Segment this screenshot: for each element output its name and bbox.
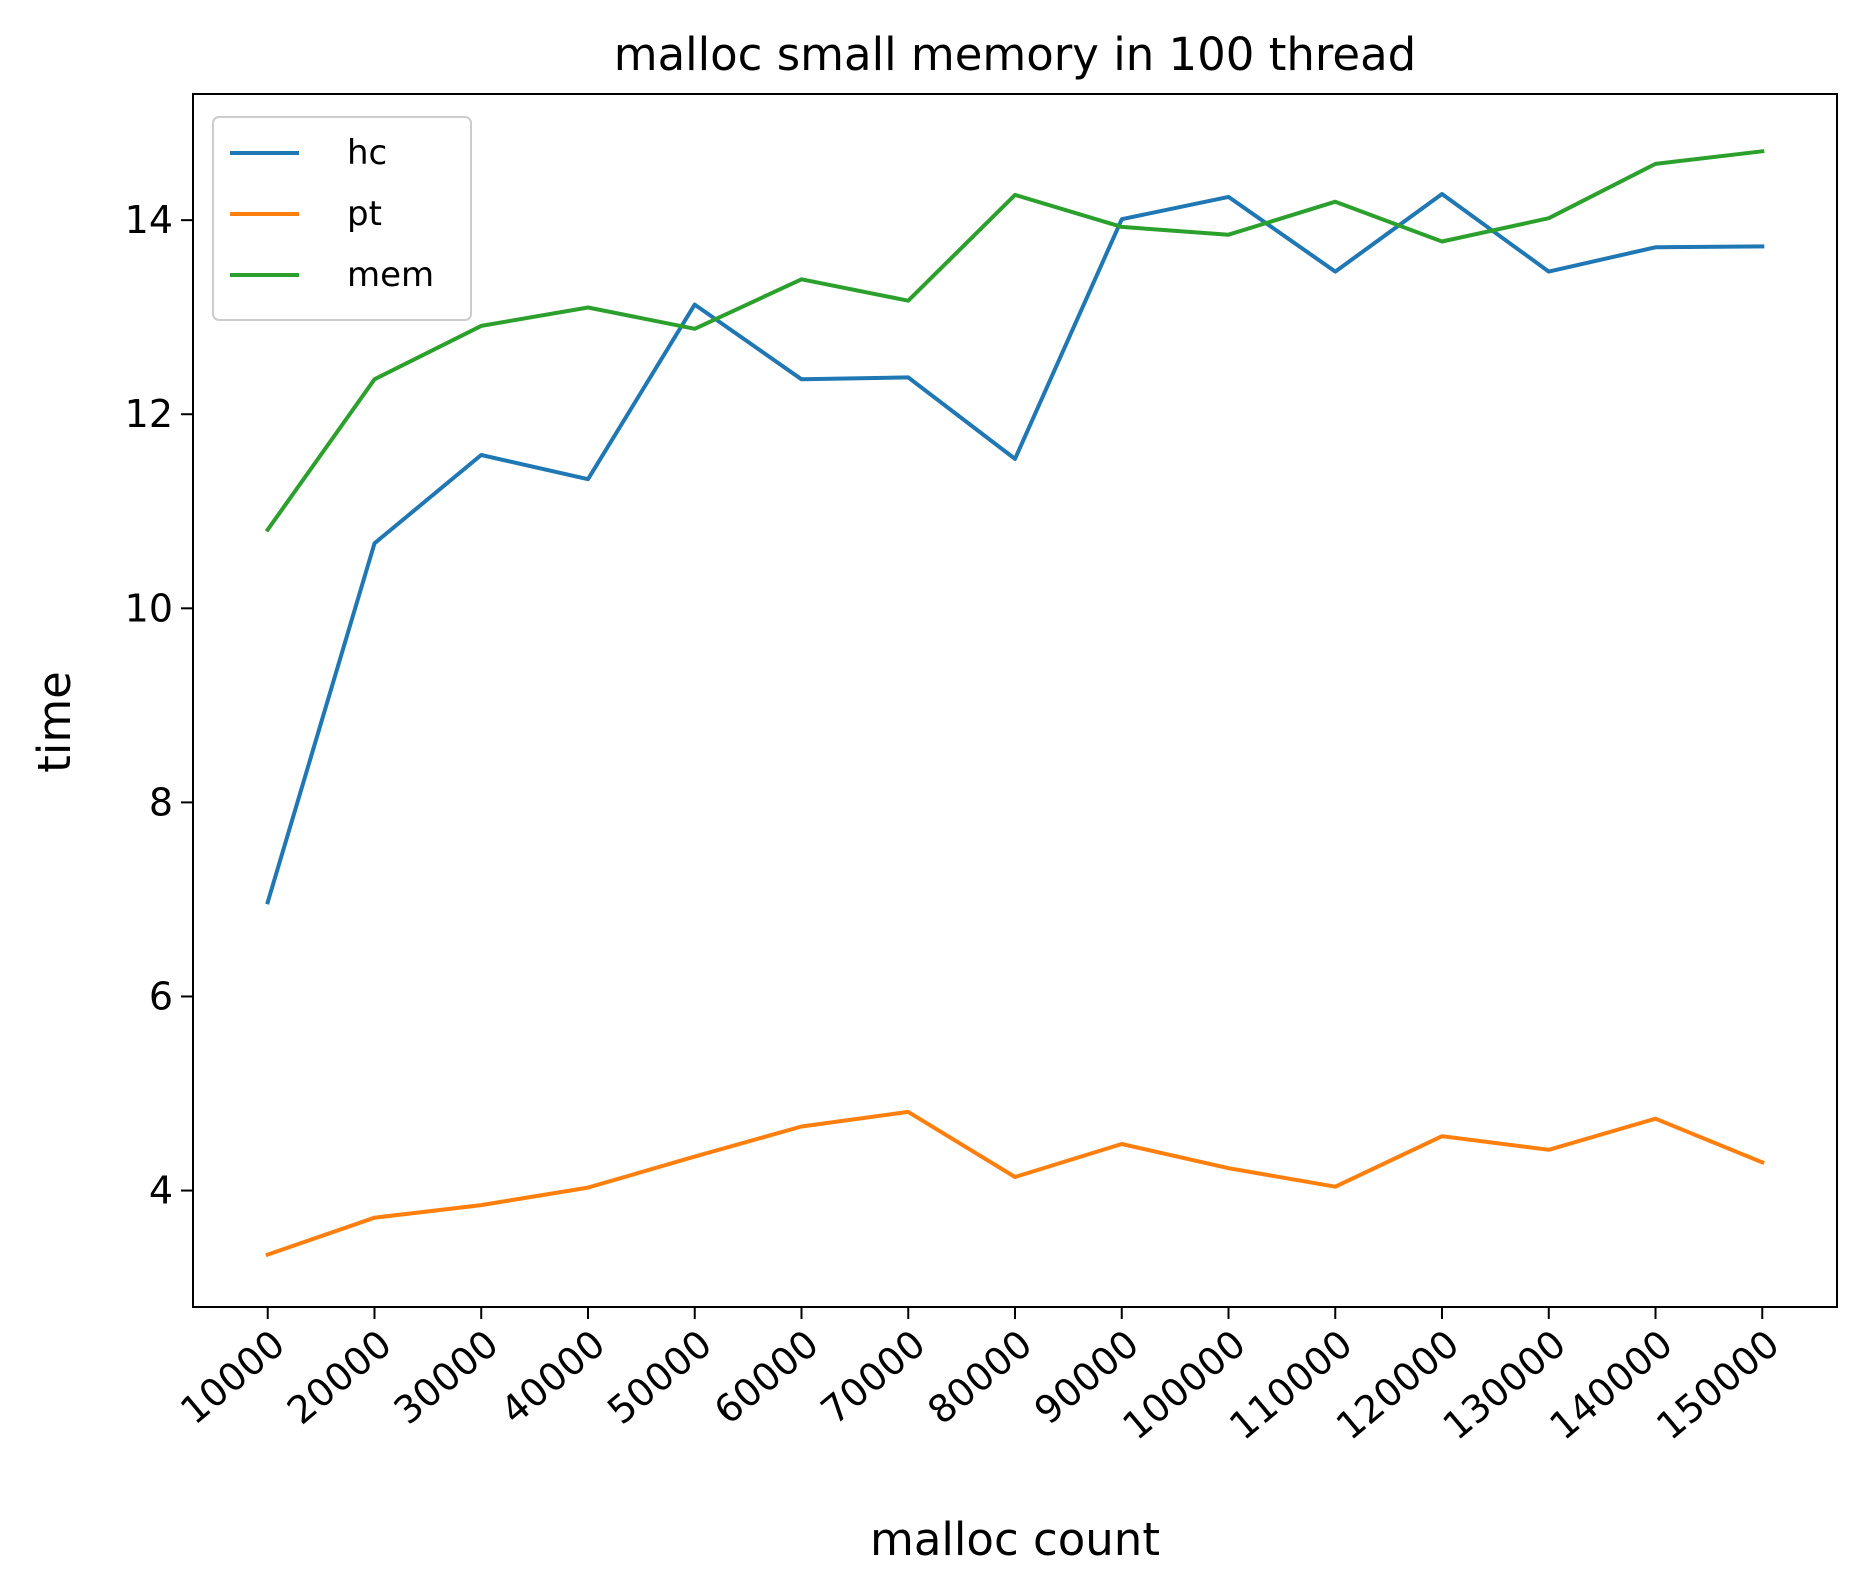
chart-title: malloc small memory in 100 thread [614, 28, 1417, 81]
legend: hc pt mem [212, 116, 472, 321]
series-line-hc [265, 192, 1765, 905]
y-tick-label-3: 10 [125, 586, 173, 630]
y-axis-label: time [28, 671, 81, 773]
series-line-mem [264, 149, 1765, 533]
y-tick-label-5: 14 [125, 198, 173, 242]
y-tick-label-1: 6 [149, 974, 173, 1018]
y-tick-label-2: 8 [149, 780, 173, 824]
series-line-pt [265, 1109, 1765, 1258]
y-tick-label-4: 12 [125, 392, 173, 436]
legend-label-hc: hc [347, 133, 387, 173]
legend-label-pt: pt [347, 194, 382, 234]
y-tick-label-0: 4 [149, 1169, 173, 1213]
x-axis-label: malloc count [870, 1513, 1160, 1566]
legend-box [212, 116, 472, 321]
legend-label-mem: mem [347, 255, 434, 295]
